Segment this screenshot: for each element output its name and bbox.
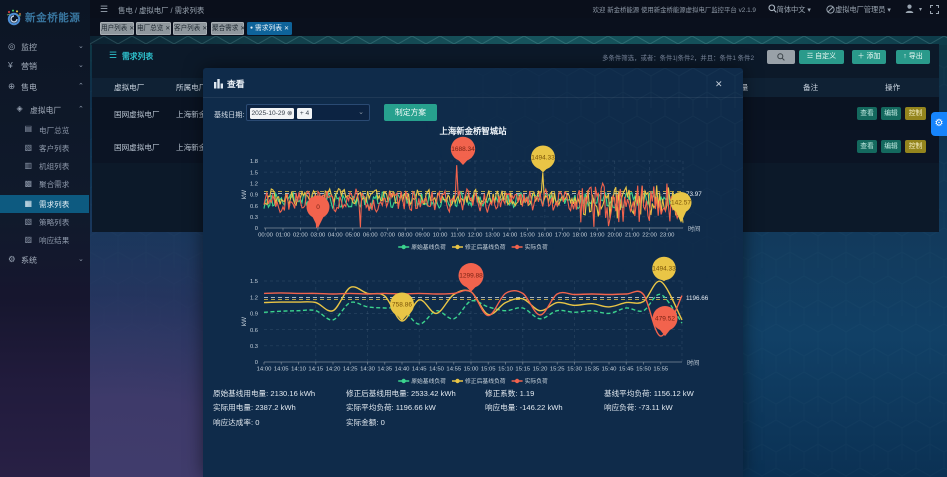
svg-text:10:00: 10:00	[433, 233, 448, 239]
svg-text:14:25: 14:25	[343, 367, 358, 373]
svg-text:19:00: 19:00	[590, 233, 605, 239]
svg-text:实际负荷: 实际负荷	[525, 377, 548, 385]
svg-text:15:20: 15:20	[533, 367, 548, 373]
svg-text:04:00: 04:00	[328, 233, 343, 239]
svg-text:15:00: 15:00	[464, 367, 479, 373]
svg-text:时间: 时间	[688, 225, 700, 233]
svg-text:修正后基线负荷: 修正后基线负荷	[465, 377, 506, 385]
svg-text:14:40: 14:40	[395, 367, 410, 373]
svg-text:原始基线负荷: 原始基线负荷	[411, 377, 446, 385]
svg-text:kW: kW	[241, 190, 248, 199]
svg-text:14:55: 14:55	[446, 367, 461, 373]
svg-text:14:45: 14:45	[412, 367, 427, 373]
svg-text:12:00: 12:00	[468, 233, 483, 239]
svg-text:23:00: 23:00	[660, 233, 675, 239]
svg-text:05:00: 05:00	[345, 233, 360, 239]
svg-text:758.86: 758.86	[392, 302, 412, 309]
svg-text:15:05: 15:05	[481, 367, 496, 373]
svg-text:修正后基线负荷: 修正后基线负荷	[465, 243, 506, 251]
svg-text:01:00: 01:00	[276, 233, 291, 239]
svg-text:08:00: 08:00	[398, 233, 413, 239]
svg-text:14:50: 14:50	[429, 367, 444, 373]
svg-text:0.3: 0.3	[250, 215, 258, 221]
svg-text:0.6: 0.6	[250, 328, 258, 334]
svg-text:原始基线负荷: 原始基线负荷	[411, 243, 446, 251]
svg-text:14:35: 14:35	[377, 367, 392, 373]
svg-text:15:30: 15:30	[567, 367, 582, 373]
svg-text:14:10: 14:10	[291, 367, 306, 373]
svg-text:0.9: 0.9	[250, 193, 258, 199]
svg-text:kW: kW	[241, 317, 248, 326]
svg-text:142.57: 142.57	[671, 200, 691, 207]
svg-text:14:20: 14:20	[326, 367, 341, 373]
svg-text:21:00: 21:00	[625, 233, 640, 239]
svg-text:14:00: 14:00	[257, 367, 272, 373]
svg-text:0.6: 0.6	[250, 204, 258, 210]
svg-text:22:00: 22:00	[642, 233, 657, 239]
svg-text:15:50: 15:50	[636, 367, 651, 373]
svg-text:07:00: 07:00	[380, 233, 395, 239]
svg-text:06:00: 06:00	[363, 233, 378, 239]
svg-text:14:00: 14:00	[503, 233, 518, 239]
svg-text:1494.33: 1494.33	[652, 266, 676, 273]
svg-text:14:15: 14:15	[308, 367, 323, 373]
svg-text:13:00: 13:00	[485, 233, 500, 239]
svg-text:16:00: 16:00	[538, 233, 553, 239]
svg-text:1.5: 1.5	[250, 170, 258, 176]
svg-text:1.5: 1.5	[250, 279, 258, 285]
svg-text:1.2: 1.2	[250, 182, 258, 188]
svg-text:1494.33: 1494.33	[531, 155, 555, 162]
svg-text:实际负荷: 实际负荷	[525, 243, 548, 251]
svg-text:15:45: 15:45	[619, 367, 634, 373]
svg-text:15:25: 15:25	[550, 367, 565, 373]
svg-text:1.8: 1.8	[250, 159, 258, 165]
svg-text:时间: 时间	[687, 359, 699, 367]
svg-text:1.2: 1.2	[250, 295, 258, 301]
svg-text:0: 0	[255, 360, 258, 366]
svg-text:18:00: 18:00	[572, 233, 587, 239]
svg-text:09:00: 09:00	[415, 233, 430, 239]
svg-text:15:40: 15:40	[602, 367, 617, 373]
svg-text:03:00: 03:00	[311, 233, 326, 239]
svg-text:0: 0	[316, 204, 320, 211]
svg-text:0.3: 0.3	[250, 344, 258, 350]
svg-text:479.52: 479.52	[655, 316, 675, 323]
svg-text:02:00: 02:00	[293, 233, 308, 239]
svg-text:15:10: 15:10	[498, 367, 513, 373]
svg-text:14:05: 14:05	[274, 367, 289, 373]
svg-text:1196.66: 1196.66	[686, 295, 709, 302]
svg-text:73.97: 73.97	[686, 191, 702, 198]
svg-text:20:00: 20:00	[607, 233, 622, 239]
svg-text:15:00: 15:00	[520, 233, 535, 239]
svg-text:15:35: 15:35	[584, 367, 599, 373]
svg-text:0.9: 0.9	[250, 312, 258, 318]
svg-text:15:55: 15:55	[653, 367, 668, 373]
svg-text:00:00: 00:00	[258, 233, 273, 239]
svg-text:14:30: 14:30	[360, 367, 375, 373]
svg-text:0: 0	[255, 226, 258, 232]
svg-text:17:00: 17:00	[555, 233, 570, 239]
svg-text:1688.34: 1688.34	[451, 146, 475, 153]
svg-text:11:00: 11:00	[450, 233, 465, 239]
svg-text:1299.88: 1299.88	[459, 273, 483, 280]
svg-text:15:15: 15:15	[515, 367, 530, 373]
